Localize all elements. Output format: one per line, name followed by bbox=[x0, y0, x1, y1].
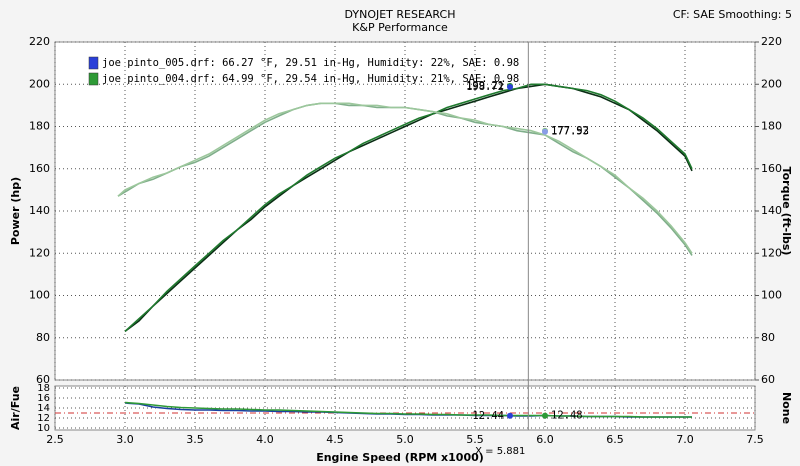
legend-label: joe pinto_005.drf: 66.27 °F, 29.51 in-Hg… bbox=[102, 57, 519, 69]
x-tick-label: 5.5 bbox=[466, 433, 484, 446]
y2-axis-title: Torque (ft-lbs) bbox=[780, 167, 793, 256]
y-axis-title: Power (hp) bbox=[9, 177, 22, 245]
cursor-marker-label: 177.53 bbox=[551, 126, 589, 138]
afr-y-tick-label: 14 bbox=[37, 403, 50, 414]
y2-tick-label: 140 bbox=[761, 204, 782, 217]
afr-cursor-marker-label: 12.48 bbox=[551, 410, 583, 422]
y2-tick-label: 220 bbox=[761, 35, 782, 48]
y-tick-label: 140 bbox=[29, 204, 50, 217]
y2-tick-label: 160 bbox=[761, 162, 782, 175]
y-tick-label: 200 bbox=[29, 77, 50, 90]
power-line bbox=[124, 83, 693, 332]
x-tick-label: 6.0 bbox=[536, 433, 554, 446]
cursor-marker-label: 198.72 bbox=[466, 81, 504, 93]
cursor-marker-label: 177.92 bbox=[551, 125, 589, 137]
y-tick-label: 220 bbox=[29, 35, 50, 48]
y-tick-label: 80 bbox=[36, 331, 50, 344]
y-tick-label: 180 bbox=[29, 120, 50, 133]
y2-tick-label: 100 bbox=[761, 289, 782, 302]
cursor-marker bbox=[507, 83, 513, 90]
legend-label: joe pinto_004.drf: 64.99 °F, 29.54 in-Hg… bbox=[102, 73, 519, 85]
cursor-marker bbox=[542, 128, 548, 135]
afr-y-tick-label: 18 bbox=[37, 383, 50, 394]
afr-right-axis-title: None bbox=[780, 392, 793, 424]
cursor-marker-label: 199.21 bbox=[466, 80, 504, 92]
power-line bbox=[124, 83, 693, 333]
chart-subtitle: K&P Performance bbox=[352, 21, 448, 34]
legend-swatch bbox=[88, 72, 99, 86]
afr-line bbox=[124, 401, 692, 418]
y-tick-label: 160 bbox=[29, 162, 50, 175]
x-tick-label: 7.0 bbox=[676, 433, 694, 446]
x-tick-label: 5.0 bbox=[396, 433, 414, 446]
y2-tick-label: 120 bbox=[761, 246, 782, 259]
afr-axis-title: Air/Fue bbox=[9, 386, 22, 430]
chart-title: DYNOJET RESEARCH bbox=[345, 8, 456, 21]
header-settings: CF: SAE Smoothing: 5 bbox=[673, 8, 792, 21]
cursor-label: X = 5.881 bbox=[475, 446, 525, 457]
y2-tick-label: 60 bbox=[761, 373, 775, 386]
afr-y-tick-label: 10 bbox=[37, 423, 50, 434]
y-tick-label: 60 bbox=[36, 373, 50, 386]
x-tick-label: 3.0 bbox=[116, 433, 134, 446]
legend-box bbox=[84, 54, 456, 88]
x-axis-title: Engine Speed (RPM x1000) bbox=[316, 451, 484, 464]
afr-y-tick-label: 16 bbox=[37, 393, 50, 404]
x-tick-label: 2.5 bbox=[46, 433, 64, 446]
x-tick-label: 4.5 bbox=[326, 433, 344, 446]
y2-tick-label: 80 bbox=[761, 331, 775, 344]
afr-y-tick-label: 12 bbox=[37, 413, 50, 424]
afr-cursor-marker bbox=[507, 412, 513, 419]
torque-line bbox=[117, 102, 693, 254]
afr-cursor-marker-label: 12.44 bbox=[472, 410, 504, 422]
x-tick-label: 6.5 bbox=[606, 433, 624, 446]
afr-cursor-marker bbox=[542, 412, 548, 419]
y2-tick-label: 200 bbox=[761, 77, 782, 90]
legend-swatch bbox=[88, 56, 99, 70]
x-tick-label: 7.5 bbox=[746, 433, 764, 446]
y-tick-label: 100 bbox=[29, 289, 50, 302]
x-tick-label: 4.0 bbox=[256, 433, 274, 446]
y2-tick-label: 180 bbox=[761, 120, 782, 133]
x-tick-label: 3.5 bbox=[186, 433, 204, 446]
y-tick-label: 120 bbox=[29, 246, 50, 259]
